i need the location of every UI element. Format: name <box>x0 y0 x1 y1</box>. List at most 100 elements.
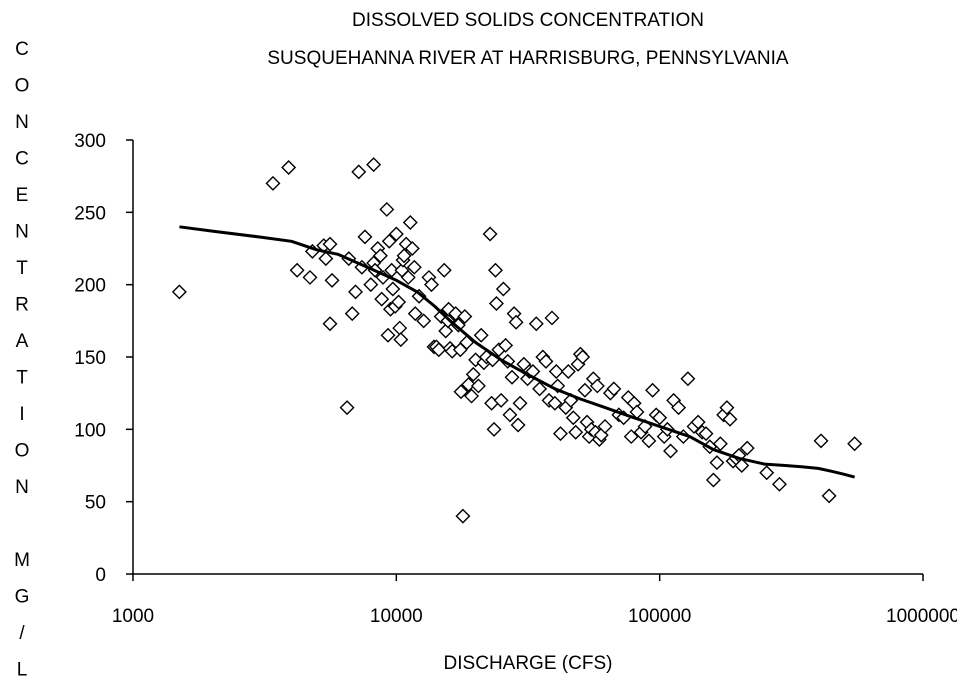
data-point <box>392 320 408 336</box>
x-tick-label: 1000000 <box>886 606 957 627</box>
data-point <box>771 476 787 492</box>
y-axis-label-letter: T <box>16 368 28 389</box>
data-point <box>391 294 407 310</box>
data-point <box>171 284 187 300</box>
data-point <box>690 414 706 430</box>
data-point <box>712 436 728 452</box>
data-point <box>486 421 502 437</box>
data-point <box>722 411 738 427</box>
data-point <box>289 262 305 278</box>
data-point <box>502 407 518 423</box>
y-tick-label: 150 <box>74 348 106 369</box>
y-axis-label-letter: I <box>19 404 24 425</box>
data-point <box>465 366 481 382</box>
data-point <box>324 272 340 288</box>
y-axis-label-letter: R <box>15 295 29 316</box>
data-point <box>538 353 554 369</box>
data-point <box>380 327 396 343</box>
y-axis-label-letter: N <box>15 222 29 243</box>
y-axis-label-letter: N <box>15 477 29 498</box>
data-point <box>473 327 489 343</box>
data-point <box>357 229 373 245</box>
data-point <box>436 262 452 278</box>
y-axis-label-letter: O <box>15 76 30 97</box>
data-point <box>847 436 863 452</box>
data-point <box>821 488 837 504</box>
y-tick-label: 250 <box>74 203 106 224</box>
data-point <box>498 337 514 353</box>
data-point <box>351 164 367 180</box>
data-point <box>548 363 564 379</box>
data-point <box>438 323 454 339</box>
data-point <box>597 418 613 434</box>
data-point <box>671 400 687 416</box>
data-point <box>606 381 622 397</box>
y-axis-label-letter: T <box>16 258 28 279</box>
y-axis-label-letter: E <box>16 185 29 206</box>
data-point <box>577 382 593 398</box>
data-point <box>453 384 469 400</box>
data-point <box>813 433 829 449</box>
data-point <box>406 259 422 275</box>
data-point <box>455 508 471 524</box>
data-point <box>698 426 714 442</box>
data-point <box>623 429 639 445</box>
data-point <box>641 433 657 449</box>
data-point <box>396 248 412 264</box>
y-tick-label: 200 <box>74 276 106 297</box>
data-point <box>510 417 526 433</box>
chart-title-line-2: SUSQUEHANNA RIVER AT HARRISBURG, PENNSYL… <box>267 48 789 69</box>
data-point <box>379 201 395 217</box>
data-point <box>645 382 661 398</box>
data-point <box>547 395 563 411</box>
data-point <box>372 248 388 264</box>
data-point <box>344 306 360 322</box>
data-point <box>734 458 750 473</box>
x-axis-label: DISCHARGE (CFS) <box>444 653 613 674</box>
data-point <box>719 400 735 416</box>
x-tick-label: 1000 <box>112 606 154 627</box>
data-point <box>461 376 477 392</box>
data-points <box>171 157 863 524</box>
data-point <box>560 363 576 379</box>
data-point <box>709 455 725 471</box>
y-axis-label-letter: O <box>15 441 30 462</box>
y-axis-label-letter: N <box>15 112 29 133</box>
y-axis-label-letter: C <box>15 149 29 170</box>
y-tick-label: 300 <box>74 131 106 152</box>
trend-line <box>179 225 855 479</box>
data-point <box>393 332 409 348</box>
data-point <box>568 424 584 440</box>
data-point <box>388 226 404 242</box>
data-point <box>680 371 696 387</box>
y-tick-label: 100 <box>74 420 106 441</box>
data-point <box>322 316 338 332</box>
data-point <box>411 288 427 304</box>
y-axis-label-letter: G <box>15 587 30 608</box>
data-point <box>544 310 560 326</box>
data-point <box>381 233 397 249</box>
data-point <box>416 313 432 329</box>
y-axis-ticks: 0 50 100 150 200 250 300 <box>74 131 133 586</box>
data-point <box>575 349 591 365</box>
data-point <box>322 236 338 252</box>
data-point <box>512 395 528 411</box>
data-point <box>739 440 755 456</box>
data-point <box>348 284 364 300</box>
data-point <box>532 381 548 397</box>
data-point <box>400 269 416 285</box>
data-point <box>488 295 504 311</box>
data-point <box>424 277 439 293</box>
data-point <box>470 378 486 394</box>
data-point <box>407 306 423 322</box>
data-point <box>318 251 334 267</box>
data-point <box>508 314 524 330</box>
data-point <box>705 472 721 488</box>
data-point <box>488 262 503 278</box>
data-point <box>366 157 382 173</box>
data-point <box>528 316 544 332</box>
y-axis-label-letter: / <box>19 623 25 644</box>
data-point <box>504 369 520 385</box>
data-point <box>339 400 355 416</box>
